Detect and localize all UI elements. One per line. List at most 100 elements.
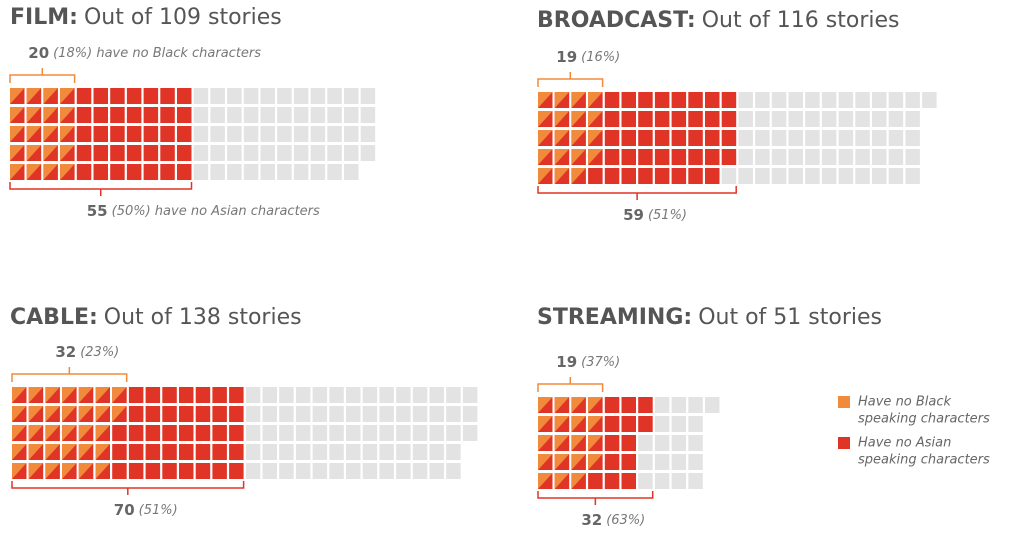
square-asian — [671, 149, 687, 165]
square-asian — [177, 145, 192, 161]
square-asian — [604, 473, 620, 489]
square-other — [245, 406, 261, 422]
panel-label: STREAMING: — [537, 305, 692, 330]
square-black-half — [60, 126, 75, 142]
square-other — [227, 126, 242, 142]
square-asian — [671, 130, 687, 146]
square-asian — [688, 168, 703, 184]
square-black-half — [588, 149, 603, 165]
square-black-half — [43, 164, 58, 180]
square-asian — [76, 88, 92, 104]
square-other — [312, 425, 328, 441]
square-asian — [705, 92, 720, 108]
square-asian — [160, 107, 175, 123]
square-asian — [179, 425, 194, 441]
square-other — [293, 107, 309, 123]
square-black-half — [588, 435, 603, 451]
note: (37%) — [581, 355, 620, 370]
square-other — [227, 88, 242, 104]
square-other — [344, 145, 359, 161]
bracket-asian — [9, 182, 193, 196]
square-other — [805, 168, 820, 184]
square-asian — [212, 444, 227, 460]
square-black-half — [28, 425, 44, 441]
square-other — [243, 107, 259, 123]
square-other — [688, 416, 703, 432]
square-black-half — [554, 92, 570, 108]
square-asian — [93, 126, 108, 142]
square-asian — [604, 130, 620, 146]
square-other — [429, 463, 444, 479]
square-other — [379, 425, 394, 441]
square-asian — [195, 425, 211, 441]
square-asian — [110, 164, 125, 180]
square-other — [210, 126, 225, 142]
square-asian — [143, 88, 159, 104]
square-asian — [179, 463, 194, 479]
square-other — [922, 92, 937, 108]
square-black-half — [571, 130, 586, 146]
square-asian — [162, 387, 177, 403]
square-asian — [621, 92, 636, 108]
square-other — [838, 149, 854, 165]
square-black-half — [538, 149, 553, 165]
square-other — [295, 463, 311, 479]
square-black-half — [10, 164, 25, 180]
square-other — [805, 92, 820, 108]
square-black-half — [26, 88, 42, 104]
square-other — [738, 92, 753, 108]
square-other — [412, 463, 428, 479]
square-black-half — [538, 168, 553, 184]
square-black-half — [554, 473, 570, 489]
square-asian — [604, 168, 620, 184]
count: 32 — [581, 511, 602, 529]
square-other — [805, 130, 820, 146]
square-other — [277, 164, 292, 180]
square-other — [312, 463, 328, 479]
panel-title: FILM: Out of 109 stories — [10, 5, 282, 30]
square-asian — [76, 145, 92, 161]
square-asian — [126, 88, 142, 104]
square-black-half — [10, 107, 25, 123]
square-other — [788, 111, 803, 127]
square-other — [888, 149, 904, 165]
square-black-half — [78, 425, 94, 441]
square-black-half — [554, 168, 570, 184]
square-asian — [621, 435, 636, 451]
square-asian — [93, 164, 108, 180]
square-black-half — [62, 425, 77, 441]
square-other — [346, 406, 361, 422]
square-other — [838, 130, 854, 146]
square-other — [327, 145, 342, 161]
square-black-half — [10, 126, 25, 142]
square-asian — [76, 107, 92, 123]
square-asian — [621, 397, 636, 413]
square-other — [329, 425, 344, 441]
square-other — [429, 406, 444, 422]
square-black-half — [588, 416, 603, 432]
square-other — [688, 435, 703, 451]
square-asian — [160, 88, 175, 104]
square-asian — [145, 425, 161, 441]
square-asian — [621, 149, 636, 165]
square-asian — [621, 473, 636, 489]
square-asian — [705, 149, 720, 165]
square-black-half — [571, 111, 586, 127]
square-asian — [195, 463, 211, 479]
square-other — [362, 406, 378, 422]
square-black-half — [45, 425, 60, 441]
square-asian — [721, 111, 737, 127]
square-other — [755, 149, 770, 165]
square-asian — [143, 145, 159, 161]
bracket-black — [9, 68, 76, 83]
square-other — [245, 387, 261, 403]
square-black-half — [538, 454, 553, 470]
square-black-half — [78, 387, 94, 403]
square-other — [227, 164, 242, 180]
square-black-half — [26, 126, 42, 142]
square-other — [446, 463, 461, 479]
square-other — [855, 130, 870, 146]
square-asian — [128, 406, 144, 422]
square-other — [888, 130, 904, 146]
square-other — [755, 92, 770, 108]
